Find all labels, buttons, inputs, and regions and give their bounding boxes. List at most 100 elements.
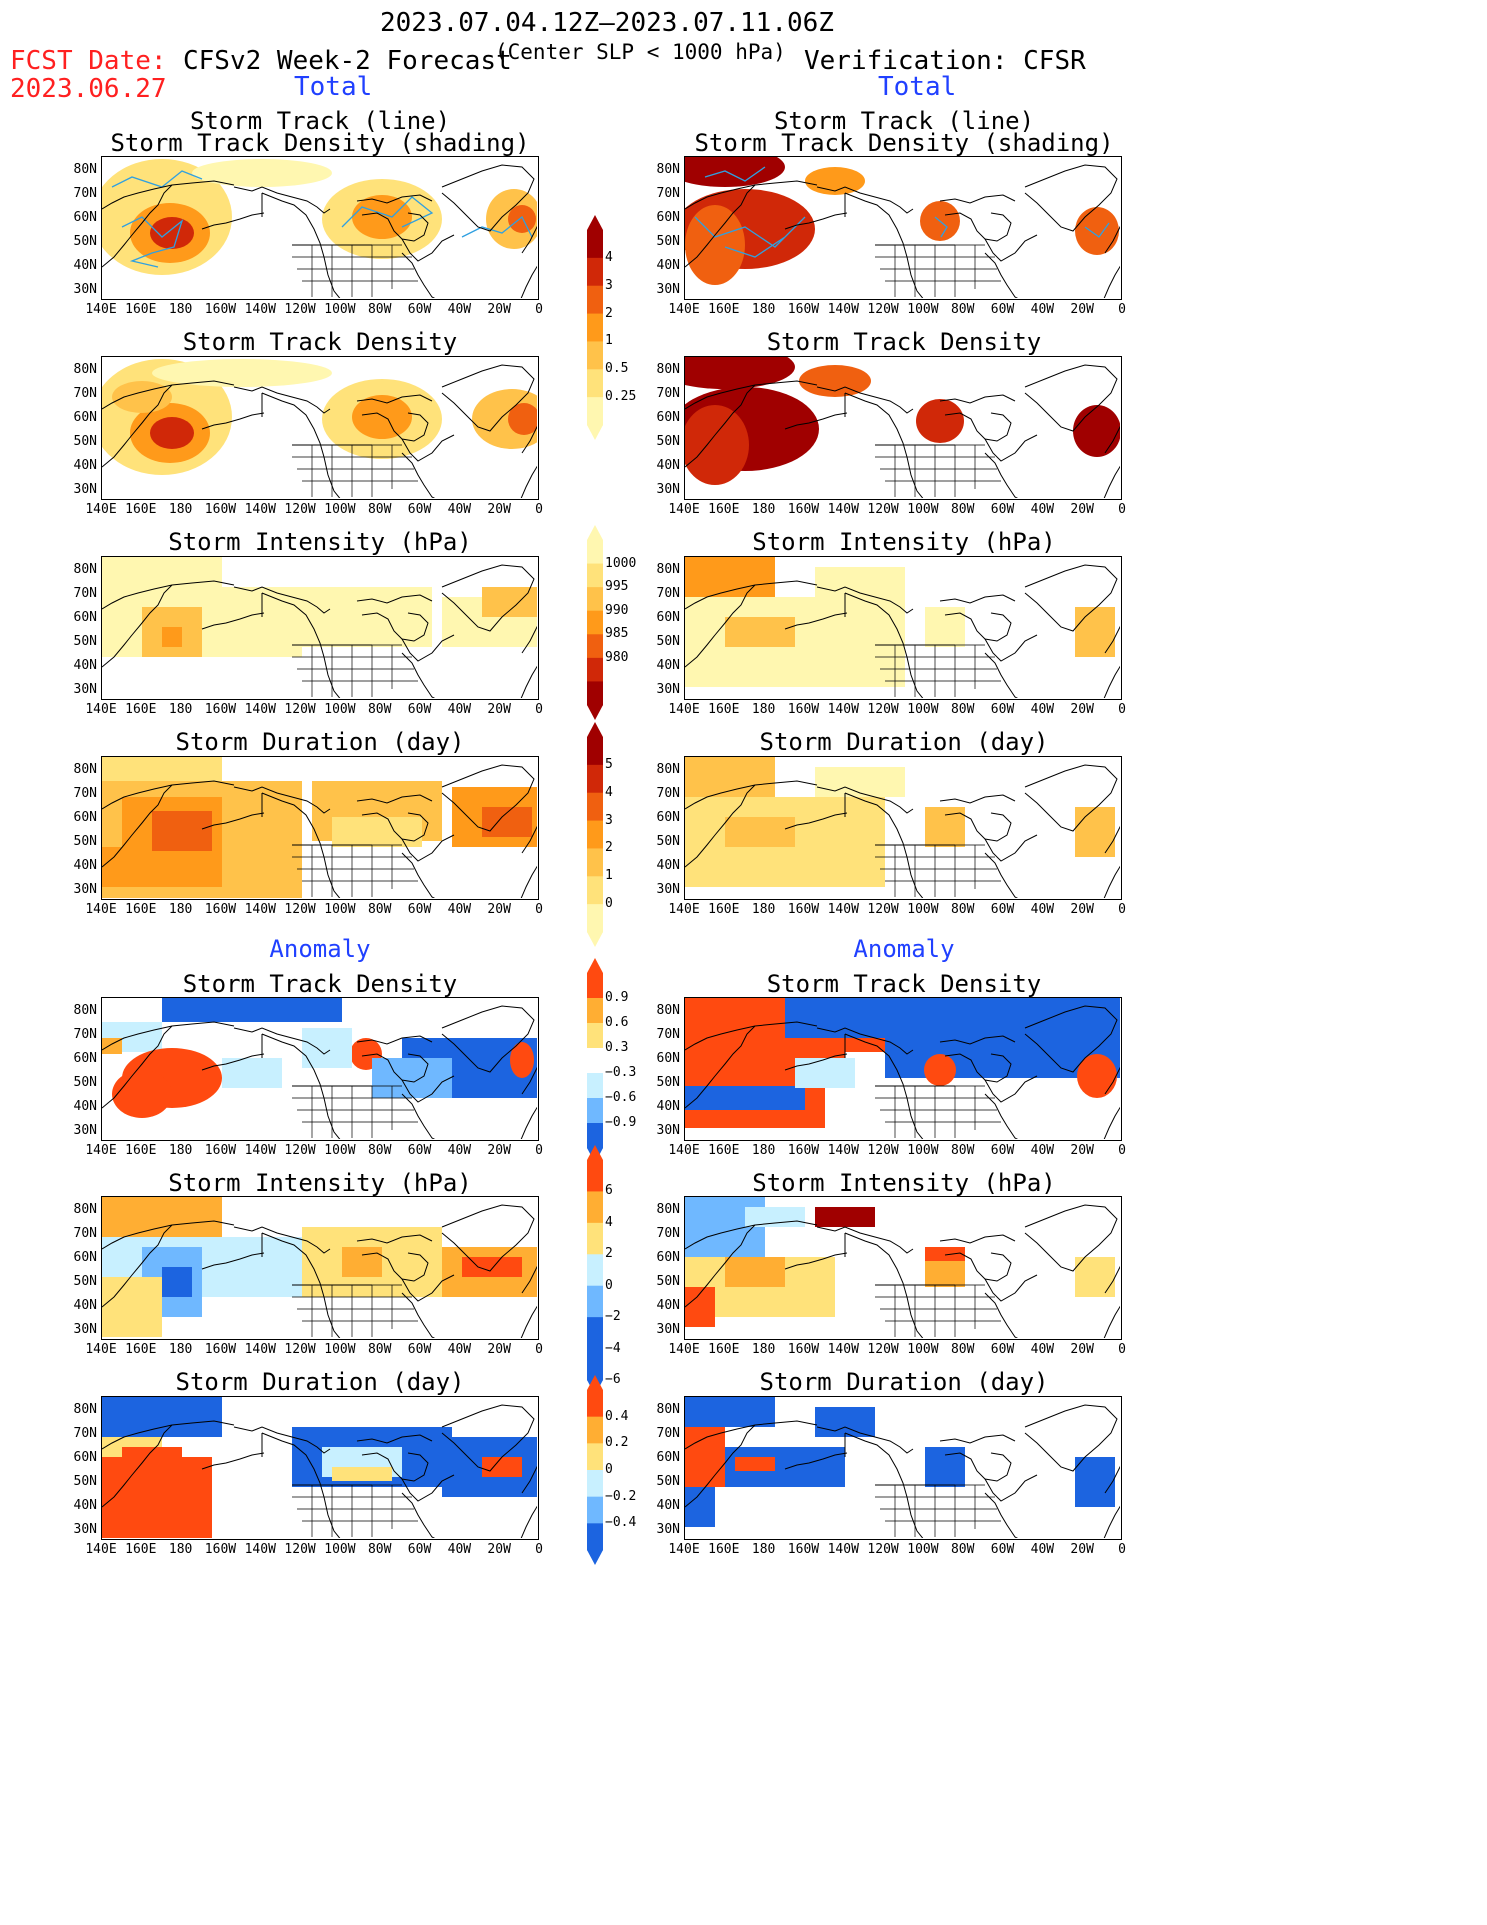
- lon-tick-label: 160W: [204, 902, 237, 917]
- lon-tick-label: 120W: [284, 302, 316, 317]
- lat-tick-label: 50N: [656, 1474, 680, 1489]
- lon-tick-label: 160E: [125, 1143, 157, 1158]
- shaded-region: [508, 403, 537, 435]
- colorbar-swatch: [587, 230, 603, 259]
- lat-tick-label: 50N: [73, 234, 97, 249]
- shaded-region: [916, 399, 964, 443]
- map-frame: [101, 756, 539, 900]
- shaded-cells: [925, 1247, 965, 1261]
- lon-tick-label: 0: [535, 502, 543, 517]
- map-panel-forecast-intensity-anomaly: 80N 70N 60N 50N 40N 30N 140E 160E 180 160W 140W 120…: [61, 1186, 559, 1364]
- colorbar-label: 980: [605, 649, 629, 665]
- lon-tick-label: 60W: [990, 702, 1015, 717]
- lat-tick-label: 50N: [73, 1474, 97, 1489]
- lon-tick-label: 20W: [1070, 702, 1094, 717]
- colorbar-label: −0.4: [605, 1515, 637, 1531]
- colorbar-swatch: [587, 681, 603, 706]
- lon-tick-label: 0: [1118, 902, 1126, 917]
- lat-tick-label: 70N: [656, 1027, 680, 1042]
- shaded-region: [924, 1054, 956, 1086]
- title-duration-anom-right: Storm Duration (day): [759, 1368, 1049, 1396]
- lon-tick-label: 160E: [708, 902, 740, 917]
- colorbar-swatch: [587, 634, 603, 659]
- colorbar-swatch: [587, 313, 603, 342]
- lat-tick-label: 80N: [73, 1402, 97, 1417]
- lon-tick-label: 40W: [1030, 302, 1055, 317]
- lon-tick-label: 40W: [1030, 1342, 1055, 1357]
- lon-tick-label: 0: [535, 1143, 543, 1158]
- colorbar-top-arrow: [587, 958, 603, 973]
- map-panel-verification-density-anomaly: 80N 70N 60N 50N 40N 30N 140E 160E 180 160W 140W 120…: [644, 987, 1142, 1165]
- lon-tick-label: 160W: [204, 1342, 237, 1357]
- map-canvas: [102, 159, 537, 298]
- colorbar-swatch: [587, 1123, 603, 1149]
- lat-tick-label: 50N: [73, 1075, 97, 1090]
- title-intensity-anom-left: Storm Intensity (hPa): [168, 1169, 472, 1197]
- coastline: [102, 1404, 537, 1538]
- map-panel-verification-track-line: 80N 70N 60N 50N 40N 30N 140E 160E 180 160W 140W 120…: [644, 146, 1142, 324]
- lon-tick-label: 120W: [867, 502, 899, 517]
- shaded-cells: [685, 1397, 775, 1427]
- lon-tick-label: 160W: [204, 702, 237, 717]
- colorbar-label: −0.2: [605, 1488, 637, 1504]
- storm-track-line: [934, 216, 948, 238]
- colorbar-swatch: [587, 904, 603, 933]
- lon-tick-label: 100W: [324, 502, 356, 517]
- lat-tick-label: 80N: [656, 1402, 680, 1417]
- map-canvas: [685, 998, 1120, 1139]
- lon-tick-label: 140E: [668, 1342, 700, 1357]
- lon-tick-label: 20W: [1070, 1542, 1094, 1557]
- colorbar-swatch: [587, 1317, 603, 1350]
- lon-tick-label: 160W: [204, 502, 237, 517]
- lat-tick-label: 80N: [656, 1003, 680, 1018]
- shaded-cells: [292, 587, 432, 647]
- title-duration-right: Storm Duration (day): [759, 728, 1049, 756]
- lon-tick-label: 100W: [324, 902, 356, 917]
- shaded-cells: [102, 1277, 162, 1337]
- fcst-date-label: FCST Date:: [10, 46, 167, 76]
- shaded-region: [685, 405, 749, 485]
- lon-tick-label: 80W: [950, 702, 975, 717]
- coastline: [685, 564, 1120, 698]
- lon-tick-label: 160E: [708, 502, 740, 517]
- colorbar-swatch: [587, 1348, 603, 1381]
- colorbar-label: −6: [605, 1372, 621, 1387]
- coastline: [685, 364, 1120, 498]
- colorbar-top-arrow: [587, 215, 603, 230]
- shaded-region: [192, 159, 332, 187]
- title-intensity-left: Storm Intensity (hPa): [168, 528, 472, 556]
- lon-tick-label: 20W: [487, 702, 511, 717]
- colorbar-label: 1: [605, 333, 613, 349]
- title-density-anom-left: Storm Track Density: [182, 970, 458, 998]
- lat-tick-label: 80N: [73, 1003, 97, 1018]
- colorbar-label: −0.9: [605, 1115, 637, 1130]
- colorbar-label: 995: [605, 579, 629, 595]
- colorbar-top-arrow: [587, 1375, 603, 1390]
- colorbar-swatch: [587, 1048, 603, 1074]
- lon-tick-label: 20W: [487, 1542, 511, 1557]
- shaded-cells: [1075, 607, 1115, 657]
- lon-tick-label: 140W: [244, 702, 276, 717]
- coastline: [685, 1404, 1120, 1538]
- map-frame: [684, 356, 1122, 500]
- lat-tick-label: 30N: [73, 882, 97, 897]
- lon-tick-label: 140W: [244, 1342, 276, 1357]
- lat-tick-label: 50N: [656, 634, 680, 649]
- lon-tick-label: 60W: [407, 902, 432, 917]
- colorbar-swatch: [587, 1496, 603, 1524]
- shaded-cells: [462, 1257, 522, 1277]
- lon-tick-label: 0: [1118, 502, 1126, 517]
- lon-tick-label: 180: [751, 1143, 776, 1158]
- lon-tick-label: 60W: [407, 502, 432, 517]
- lat-tick-label: 70N: [656, 186, 680, 201]
- lon-tick-label: 140E: [668, 302, 700, 317]
- colorbar-label: 0: [605, 1277, 613, 1293]
- colorbar-swatch: [587, 397, 603, 426]
- lat-tick-label: 70N: [73, 586, 97, 601]
- colorbar-swatch: [587, 1285, 603, 1318]
- storm-track-line: [461, 215, 533, 238]
- colorbar-swatch: [587, 610, 603, 635]
- lon-tick-label: 100W: [324, 1542, 356, 1557]
- lon-tick-label: 60W: [990, 1542, 1015, 1557]
- shaded-region: [685, 157, 785, 187]
